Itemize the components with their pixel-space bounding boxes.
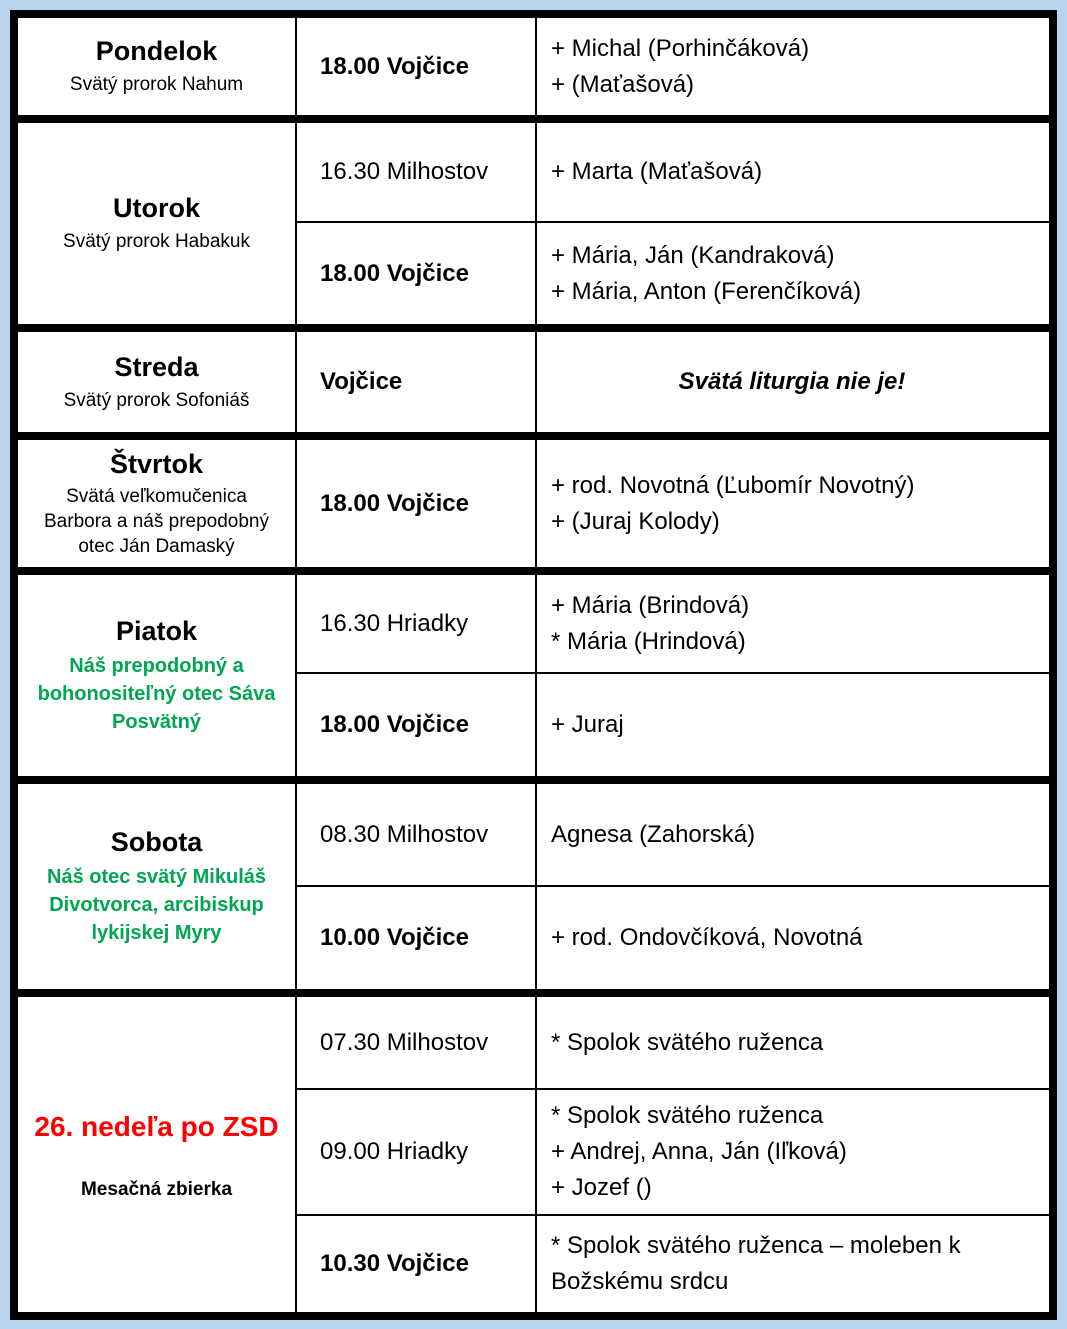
intention-line: + rod. Ondovčíková, Novotná <box>551 924 863 951</box>
intentions-cell: * Spolok svätého ruženca – moleben k Bož… <box>537 1216 1049 1312</box>
service-row: Vojčice Svätá liturgia nie je! <box>297 332 1049 432</box>
intention-line: Agnesa (Zahorská) <box>551 820 756 848</box>
intentions-cell: + Mária (Brindová) * Mária (Hrindová) <box>537 575 1049 672</box>
time-place: 16.30 Hriadky <box>297 575 537 672</box>
service-rows: 18.00 Vojčice + Michal (Porhinčáková) + … <box>297 18 1049 115</box>
intention-line: + rod. Novotná (Ľubomír Novotný) <box>551 471 915 499</box>
intentions-cell: + rod. Novotná (Ľubomír Novotný) + (Jura… <box>537 440 1049 567</box>
time-place: 18.00 Vojčice <box>297 440 537 567</box>
service-row: 09.00 Hriadky * Spolok svätého ruženca +… <box>297 1090 1049 1217</box>
service-row: 10.00 Vojčice + rod. Ondovčíková, Novotn… <box>297 887 1049 989</box>
intentions-cell: + Mária, Ján (Kandraková) + Mária, Anton… <box>537 223 1049 324</box>
service-row: 18.00 Vojčice + Juraj <box>297 674 1049 776</box>
intentions-cell: + rod. Ondovčíková, Novotná <box>537 887 1049 989</box>
time-place: 09.00 Hriadky <box>297 1090 537 1215</box>
intention-line: + Andrej, Anna, Ján (Iľková) <box>551 1138 847 1166</box>
intention-line: * Spolok svätého ruženca <box>551 1028 824 1056</box>
day-title: Streda <box>114 351 199 382</box>
day-title: Pondelok <box>95 36 218 67</box>
day-row-stvrtok: Štvrtok Svätá veľkomučenica Barbora a ná… <box>18 440 1049 575</box>
day-subtitle: Mesačná zbierka <box>80 1179 233 1201</box>
time-place: 10.30 Vojčice <box>297 1216 537 1312</box>
service-row: 18.00 Vojčice + Mária, Ján (Kandraková) … <box>297 223 1049 324</box>
day-cell: Utorok Svätý prorok Habakuk <box>18 123 297 324</box>
time-place: 16.30 Milhostov <box>297 123 537 221</box>
service-rows: 07.30 Milhostov * Spolok svätého ruženca… <box>297 997 1049 1312</box>
time-place: 07.30 Milhostov <box>297 997 537 1089</box>
day-subtitle: Náš prepodobný a bohonositeľný otec Sáva… <box>37 655 276 734</box>
day-row-pondelok: Pondelok Svätý prorok Nahum 18.00 Vojčic… <box>18 18 1049 123</box>
service-rows: Vojčice Svätá liturgia nie je! <box>297 332 1049 432</box>
day-title: 26. nedeľa po ZSD <box>34 1111 279 1143</box>
time-place: 10.00 Vojčice <box>297 887 537 989</box>
day-subtitle: Náš otec svätý Mikuláš Divotvorca, arcib… <box>47 866 266 945</box>
service-row: 08.30 Milhostov Agnesa (Zahorská) <box>297 784 1049 887</box>
intention-line: + Mária, Ján (Kandraková) <box>551 241 835 269</box>
service-row: 07.30 Milhostov * Spolok svätého ruženca <box>297 997 1049 1091</box>
day-subtitle: Svätá veľkomučenica Barbora a náš prepod… <box>44 486 269 557</box>
intention-line: * Mária (Hrindová) <box>551 627 746 655</box>
service-row: 16.30 Milhostov + Marta (Maťašová) <box>297 123 1049 223</box>
intention-line: Svätá liturgia nie je! <box>678 368 906 395</box>
intentions-cell: + Juraj <box>537 674 1049 776</box>
intentions-cell: Agnesa (Zahorská) <box>537 784 1049 885</box>
day-cell: Piatok Náš prepodobný a bohonositeľný ot… <box>18 575 297 776</box>
day-row-sobota: Sobota Náš otec svätý Mikuláš Divotvorca… <box>18 784 1049 997</box>
service-rows: 16.30 Hriadky + Mária (Brindová) * Mária… <box>297 575 1049 776</box>
service-row: 18.00 Vojčice + rod. Novotná (Ľubomír No… <box>297 440 1049 567</box>
intentions-cell: + Michal (Porhinčáková) + (Maťašová) <box>537 18 1049 115</box>
day-subtitle: Svätý prorok Habakuk <box>63 231 250 253</box>
service-rows: 16.30 Milhostov + Marta (Maťašová) 18.00… <box>297 123 1049 324</box>
intentions-cell: + Marta (Maťašová) <box>537 123 1049 221</box>
intention-line: + Mária, Anton (Ferenčíková) <box>551 277 862 305</box>
day-subtitle: Svätý prorok Nahum <box>69 74 244 96</box>
day-cell: Pondelok Svätý prorok Nahum <box>18 18 297 115</box>
day-title: Piatok <box>115 615 198 646</box>
intention-line: + Mária (Brindová) <box>551 591 750 619</box>
day-cell: Sobota Náš otec svätý Mikuláš Divotvorca… <box>18 784 297 989</box>
day-title: Sobota <box>110 826 203 857</box>
intention-line: + Juraj <box>551 711 624 738</box>
intention-line: + Jozef () <box>551 1174 652 1202</box>
service-row: 10.30 Vojčice * Spolok svätého ruženca –… <box>297 1216 1049 1312</box>
day-row-utorok: Utorok Svätý prorok Habakuk 16.30 Milhos… <box>18 123 1049 332</box>
time-place: 18.00 Vojčice <box>297 18 537 115</box>
time-place: 08.30 Milhostov <box>297 784 537 885</box>
intentions-cell: * Spolok svätého ruženca + Andrej, Anna,… <box>537 1090 1049 1214</box>
service-rows: 08.30 Milhostov Agnesa (Zahorská) 10.00 … <box>297 784 1049 989</box>
day-subtitle: Svätý prorok Sofoniáš <box>63 389 250 411</box>
day-row-piatok: Piatok Náš prepodobný a bohonositeľný ot… <box>18 575 1049 784</box>
day-row-nedela: 26. nedeľa po ZSD Mesačná zbierka 07.30 … <box>18 997 1049 1312</box>
intentions-cell: * Spolok svätého ruženca <box>537 997 1049 1088</box>
day-cell: Štvrtok Svätá veľkomučenica Barbora a ná… <box>18 440 297 567</box>
service-row: 16.30 Hriadky + Mária (Brindová) * Mária… <box>297 575 1049 674</box>
service-rows: 18.00 Vojčice + rod. Novotná (Ľubomír No… <box>297 440 1049 567</box>
intention-line: + Michal (Porhinčáková) <box>551 34 810 62</box>
schedule-table: Pondelok Svätý prorok Nahum 18.00 Vojčic… <box>10 10 1057 1320</box>
intention-line: * Spolok svätého ruženca – moleben k Bož… <box>551 1232 961 1296</box>
day-title: Utorok <box>113 193 200 224</box>
day-cell: 26. nedeľa po ZSD Mesačná zbierka <box>18 997 297 1312</box>
time-place: 18.00 Vojčice <box>297 674 537 776</box>
intention-line: + (Maťašová) <box>551 70 695 98</box>
intention-line: + (Juraj Kolody) <box>551 507 720 535</box>
day-row-streda: Streda Svätý prorok Sofoniáš Vojčice Svä… <box>18 332 1049 440</box>
day-title: Štvrtok <box>109 448 204 479</box>
no-liturgy-note: Svätá liturgia nie je! <box>537 332 1049 432</box>
day-cell: Streda Svätý prorok Sofoniáš <box>18 332 297 432</box>
intention-line: + Marta (Maťašová) <box>551 158 763 185</box>
intention-line: * Spolok svätého ruženca <box>551 1102 824 1130</box>
service-row: 18.00 Vojčice + Michal (Porhinčáková) + … <box>297 18 1049 115</box>
time-place: 18.00 Vojčice <box>297 223 537 324</box>
time-place: Vojčice <box>297 332 537 432</box>
